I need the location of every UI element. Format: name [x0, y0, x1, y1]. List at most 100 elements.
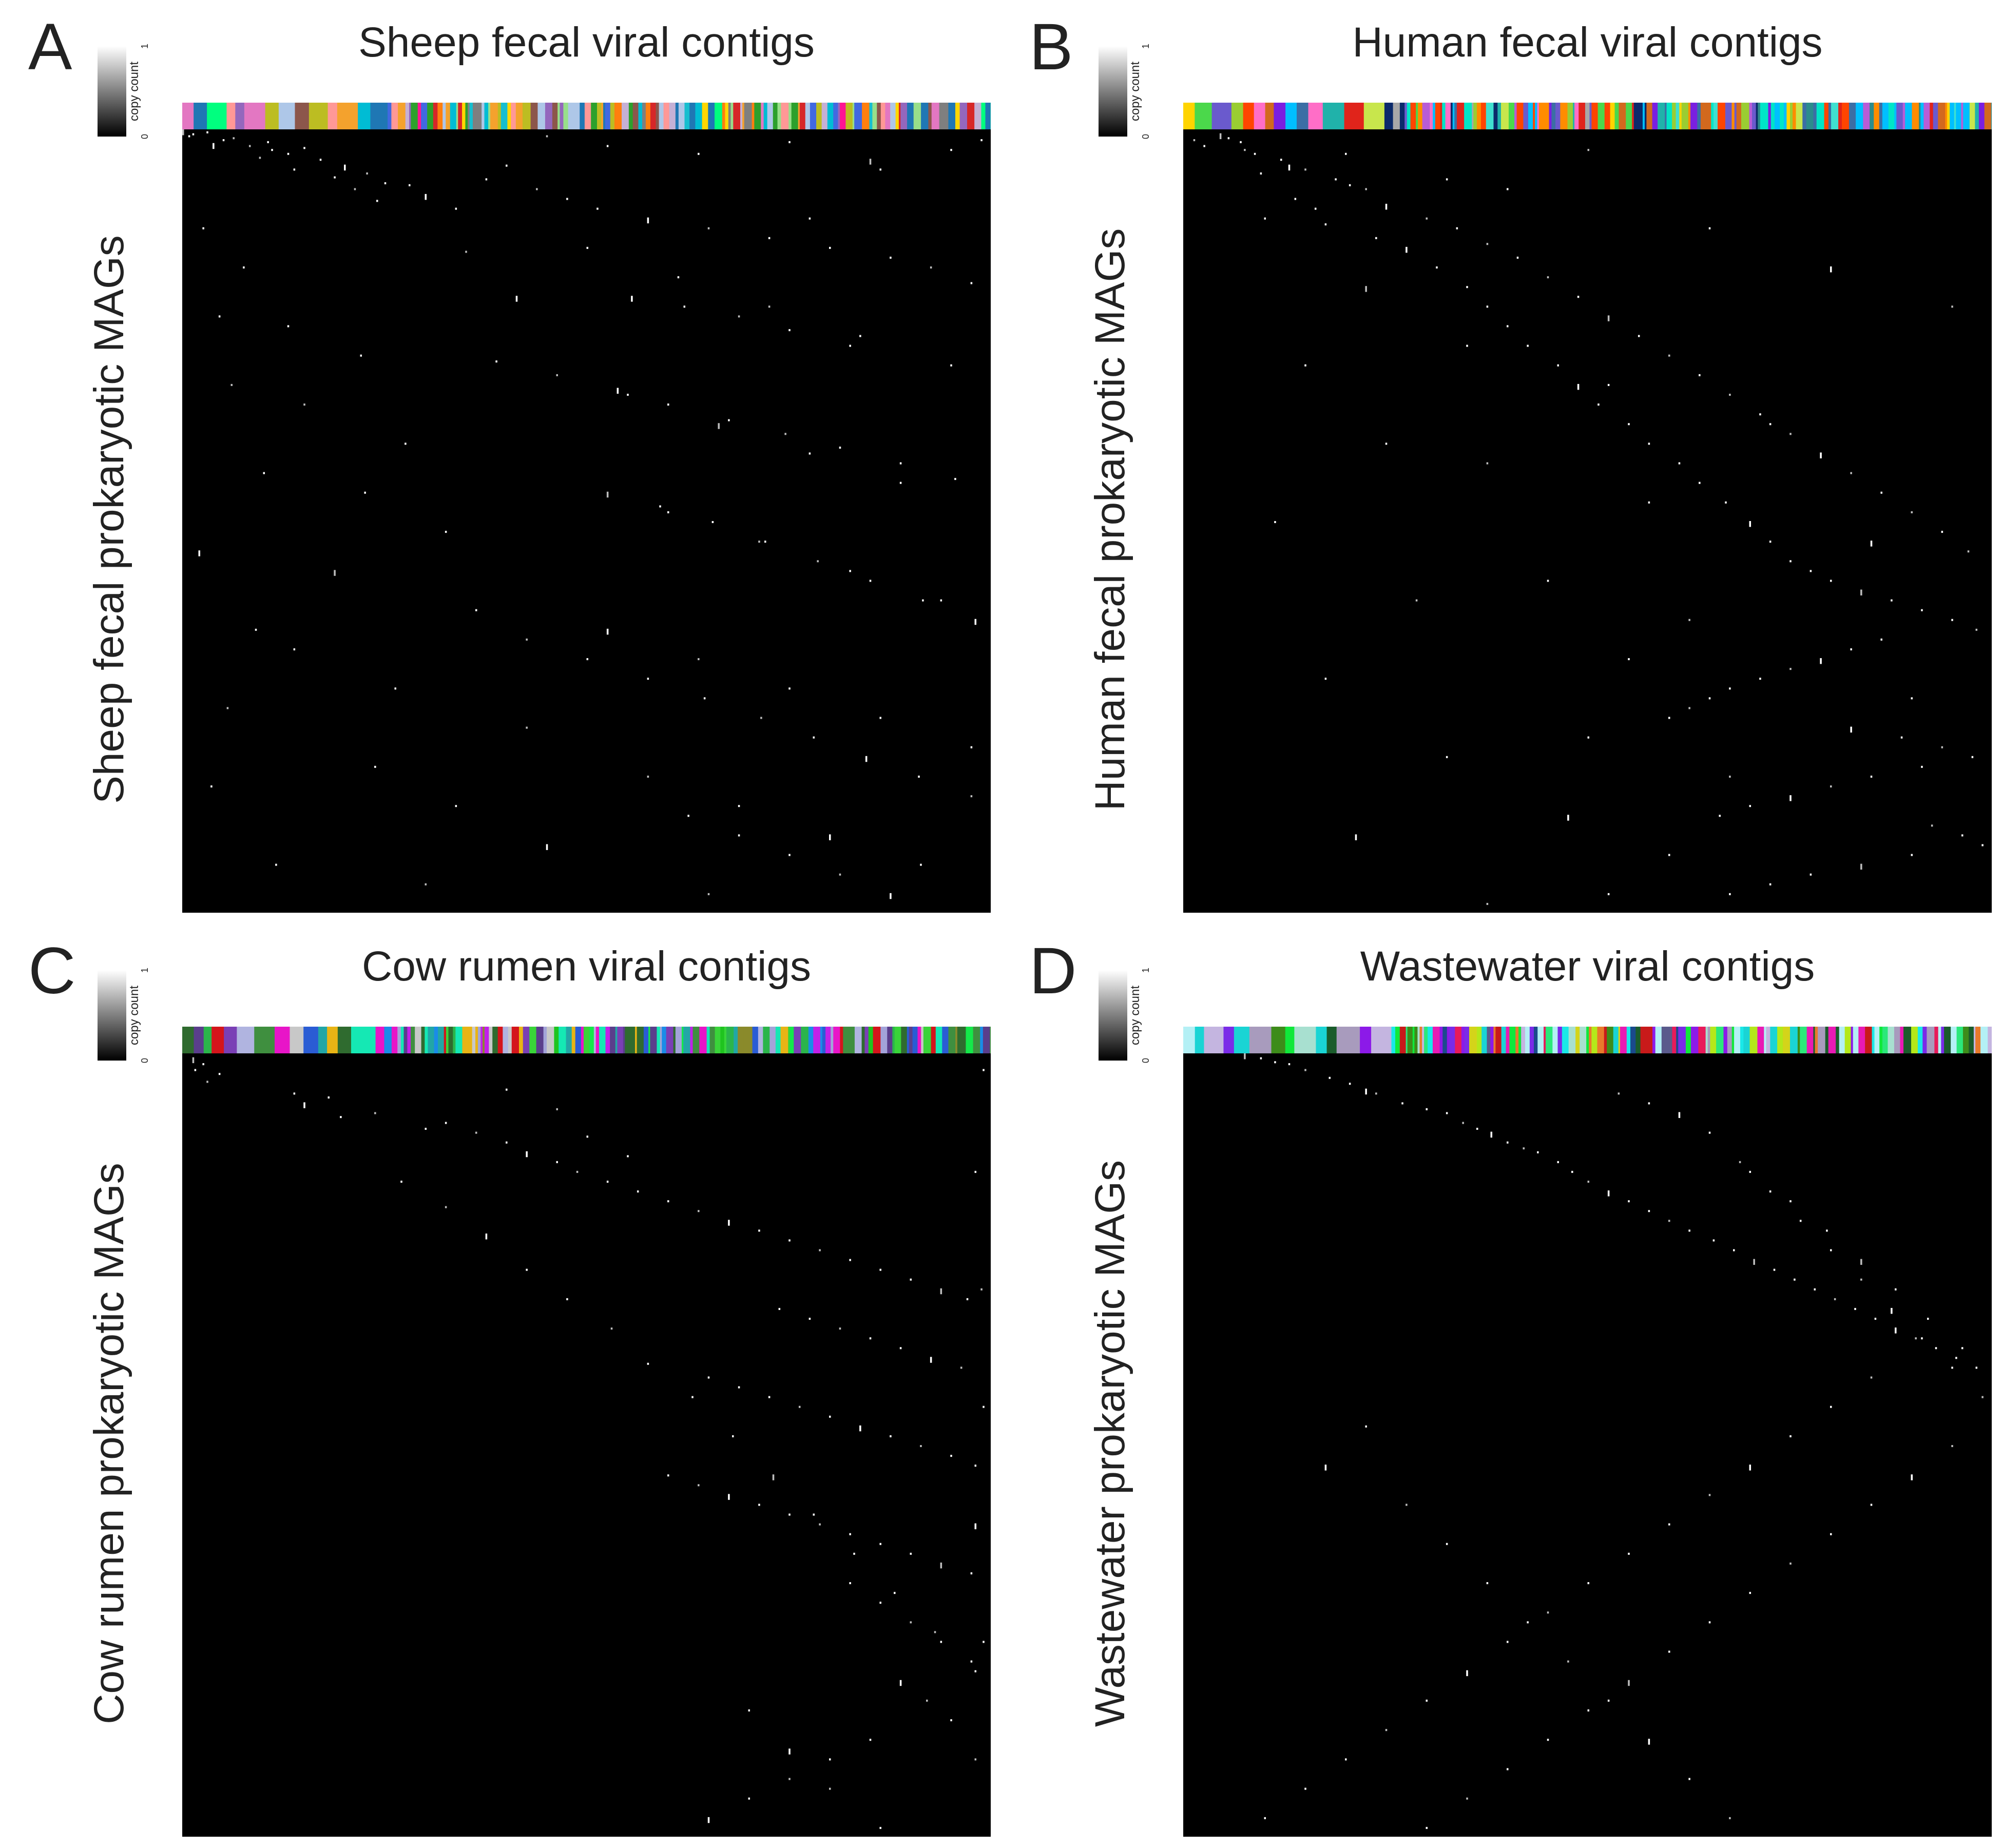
contig-color-block [817, 1027, 821, 1053]
contig-color-block [1872, 1027, 1875, 1053]
contig-color-block [709, 1027, 716, 1053]
heatmap-cell [1648, 442, 1650, 445]
contig-color-block [724, 1027, 727, 1053]
contig-color-block [1690, 1027, 1699, 1053]
heatmap-cell [627, 394, 629, 396]
contig-color-block [1464, 103, 1472, 129]
contig-color-block [1919, 103, 1921, 129]
heatmap-cell [698, 1484, 700, 1487]
heatmap-cell [1789, 1435, 1792, 1437]
contig-color-block [1980, 1027, 1988, 1053]
heatmap-cell [455, 805, 457, 807]
heatmap-cell [1304, 1787, 1306, 1790]
heatmap-cell [606, 628, 609, 635]
heatmap-cell [1891, 599, 1893, 602]
contig-color-block [566, 1027, 572, 1053]
contig-color-block [1665, 103, 1667, 129]
contig-color-block [1818, 1027, 1826, 1053]
contig-color-block [1521, 103, 1524, 129]
heatmap-cell [233, 137, 235, 140]
heatmap-cell [1854, 1307, 1856, 1310]
heatmap-cell [445, 1206, 447, 1208]
heatmap-matrix [182, 1053, 991, 1837]
contig-color-block [898, 103, 901, 129]
contig-color-block [767, 103, 774, 129]
contig-color-block [1635, 1027, 1641, 1053]
heatmap-cell [515, 296, 518, 302]
heatmap-cell [788, 1778, 791, 1780]
heatmap-cell [243, 266, 245, 269]
heatmap-cell [344, 164, 346, 171]
heatmap-cell [1587, 149, 1590, 151]
heatmap-cell [1749, 1592, 1751, 1594]
contig-color-block [1678, 1027, 1686, 1053]
contig-color-block [1435, 103, 1441, 129]
contig-color-block [864, 1027, 869, 1053]
contig-color-block [1501, 103, 1509, 129]
contig-color-block [1626, 103, 1632, 129]
heatmap-cell [1729, 1817, 1731, 1819]
heatmap-cell [1830, 785, 1832, 788]
contig-color-block [917, 1027, 921, 1053]
chart-title: Human fecal viral contigs [1352, 19, 1823, 66]
contig-color-block [1828, 1027, 1836, 1053]
heatmap-cell [425, 1127, 427, 1130]
contig-color-block [536, 1027, 544, 1053]
contig-color-block [1851, 1027, 1854, 1053]
contig-color-block [1573, 103, 1575, 129]
contig-color-block [1399, 103, 1405, 129]
y-axis-label-wrap: Human fecal prokaryotic MAGs [1086, 129, 1134, 910]
heatmap-cell [1628, 1200, 1630, 1203]
contig-color-block [955, 103, 960, 129]
heatmap-cell [606, 491, 609, 498]
contig-color-block [505, 1027, 509, 1053]
heatmap-cell [890, 256, 892, 259]
contig-color-block [194, 1027, 204, 1053]
heatmap-cell [829, 1787, 831, 1790]
heatmap-cell [687, 815, 689, 817]
contig-color-block [1951, 1027, 1957, 1053]
contig-color-block [290, 1027, 304, 1053]
contig-color-block [990, 1027, 991, 1053]
heatmap-cell [192, 1057, 195, 1064]
y-axis-label: Cow rumen prokaryotic MAGs [85, 1163, 132, 1724]
contig-color-block [880, 103, 886, 129]
heatmap [182, 1027, 991, 1837]
contig-color-block [1815, 1027, 1818, 1053]
heatmap-cell [1810, 570, 1812, 572]
contig-color-block [645, 103, 651, 129]
contig-color-block [529, 1027, 537, 1053]
contig-color-block [1943, 103, 1946, 129]
contig-color-block [615, 1027, 618, 1053]
contig-color-block [1923, 103, 1930, 129]
heatmap-cell [890, 893, 892, 899]
contig-color-block [1183, 1027, 1196, 1053]
contig-color-block [761, 103, 764, 129]
contig-color-block [1743, 1027, 1750, 1053]
heatmap-cell [788, 687, 791, 690]
contig-color-block [1537, 103, 1539, 129]
heatmap-cell [698, 658, 700, 661]
contig-color-block [1713, 103, 1718, 129]
heatmap-cell [1486, 902, 1489, 905]
contig-color-block [985, 103, 991, 129]
contig-color-block [1580, 1027, 1587, 1053]
heatmap-cell [1607, 893, 1610, 895]
contig-color-block [384, 1027, 392, 1053]
contig-color-block [244, 103, 266, 129]
heatmap-cell [1911, 697, 1913, 700]
contig-color-block [1734, 1027, 1741, 1053]
heatmap-cell [1507, 325, 1509, 328]
contig-color-block [1336, 1027, 1360, 1053]
heatmap-cell [647, 217, 649, 224]
contig-color-block [472, 1027, 476, 1053]
heatmap-cell [1587, 736, 1590, 739]
heatmap-cell [271, 149, 273, 151]
contig-color-block [442, 103, 446, 129]
contig-color-block [861, 1027, 865, 1053]
contig-color-block [1774, 103, 1780, 129]
contig-color-block [1655, 1027, 1662, 1053]
heatmap-cell [1244, 149, 1246, 151]
contig-color-block [1497, 103, 1502, 129]
heatmap-cell [920, 863, 922, 866]
